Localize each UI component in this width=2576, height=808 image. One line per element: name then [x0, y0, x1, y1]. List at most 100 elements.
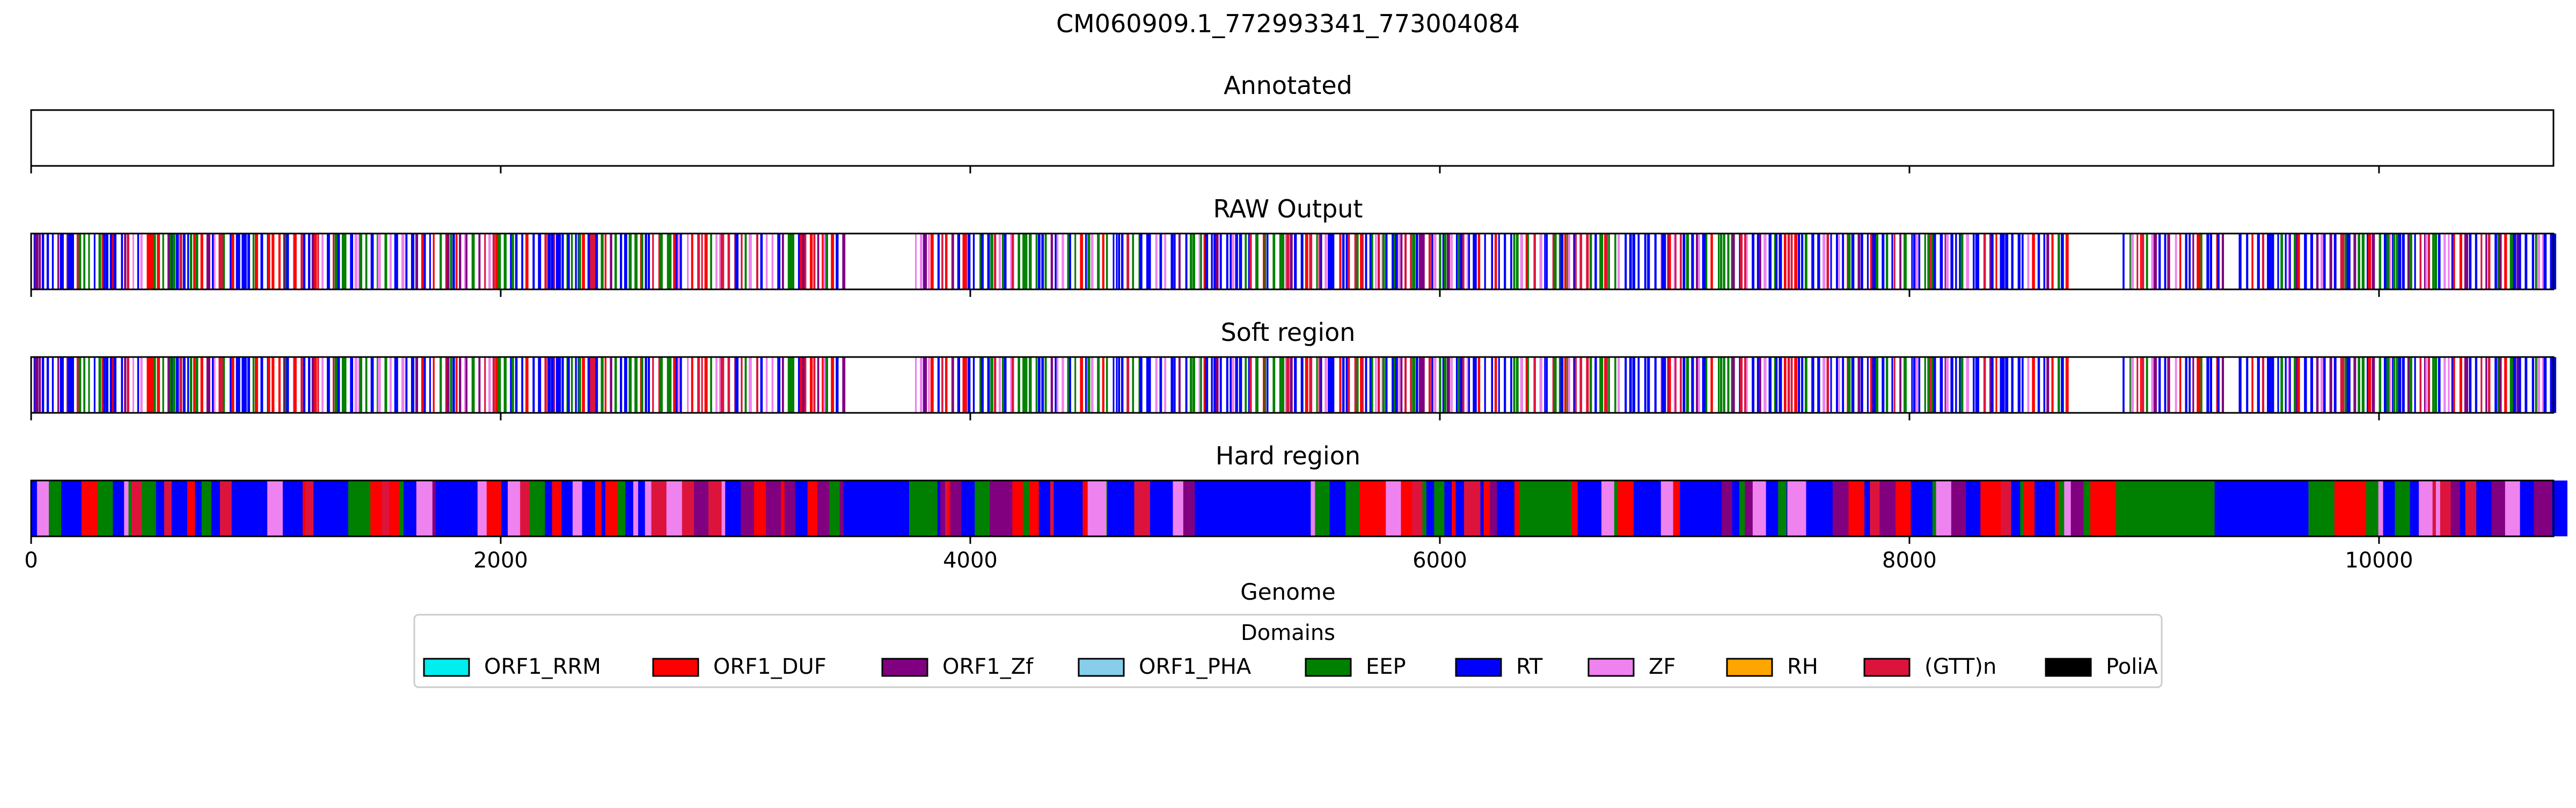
- domain-segment: [2435, 481, 2441, 536]
- domain-segment: [1134, 481, 1151, 536]
- tracks-group: Annotated RAW Output Soft region Hard regio…: [24, 71, 2567, 573]
- domain-segment: [605, 481, 618, 536]
- domain-segment: [295, 481, 303, 536]
- legend-label: EEP: [1366, 654, 1406, 679]
- legend-entry: ORF1_DUF: [652, 654, 826, 679]
- legend-swatch: [1863, 658, 1911, 677]
- track-marks: [33, 357, 2557, 413]
- x-tick-label: 6000: [1413, 548, 1467, 573]
- domain-segment: [1879, 481, 1896, 536]
- domain-segment: [1624, 481, 1634, 536]
- domain-segment: [416, 481, 433, 536]
- domain-segment: [1124, 481, 1128, 536]
- domain-segment: [382, 481, 390, 536]
- domain-segment: [572, 481, 583, 536]
- domain-segment: [164, 481, 172, 536]
- domain-segment: [1006, 481, 1013, 536]
- domain-segment: [2383, 481, 2390, 536]
- legend-label: (GTT)n: [1924, 654, 1996, 679]
- domain-segment: [2520, 481, 2534, 536]
- domain-segment: [1569, 481, 1578, 536]
- domain-segment: [961, 481, 972, 536]
- domain-segment: [2040, 481, 2055, 536]
- legend-swatch: [1305, 658, 1352, 677]
- legend-swatch: [1078, 658, 1125, 677]
- domain-segment: [1480, 481, 1484, 536]
- domain-segment: [1864, 481, 1870, 536]
- domain-segment: [282, 481, 296, 536]
- legend-swatch: [1587, 658, 1635, 677]
- domain-segment: [1577, 481, 1586, 536]
- domain-segment: [1183, 481, 1195, 536]
- legend-frame: [413, 614, 2163, 688]
- track-title: RAW Output: [1213, 194, 1363, 223]
- domain-segment: [666, 481, 683, 536]
- domain-segment: [512, 481, 521, 536]
- domain-segment: [1470, 481, 1477, 536]
- domain-segment: [131, 481, 142, 536]
- domain-segment: [1412, 481, 1423, 536]
- domain-segment: [561, 481, 573, 536]
- domain-segment: [625, 481, 634, 536]
- domain-segment: [2414, 481, 2419, 536]
- domain-segment: [2366, 481, 2379, 536]
- domain-segment: [75, 481, 82, 536]
- domain-segment: [1329, 481, 1343, 536]
- domain-segment: [412, 481, 417, 536]
- domain-segment: [81, 481, 98, 536]
- domain-segment: [651, 481, 667, 536]
- legend-title: Domains: [1241, 621, 1335, 645]
- domain-segment: [591, 481, 596, 536]
- domain-segment: [223, 481, 232, 536]
- domain-segment: [2116, 481, 2215, 536]
- domain-segment: [1586, 481, 1602, 536]
- x-tick-label: 8000: [1882, 548, 1937, 573]
- domain-segment: [645, 481, 652, 536]
- domain-segment: [1345, 481, 1360, 536]
- domain-segment: [1426, 481, 1435, 536]
- domain-segment: [1422, 481, 1427, 536]
- x-tick-label: 2000: [473, 548, 528, 573]
- domain-segment: [486, 481, 502, 536]
- domain-segment: [1038, 481, 1051, 536]
- domain-segment: [843, 481, 910, 536]
- legend-entries: ORF1_RRM ORF1_DUF ORF1_Zf ORF1_PHA EEP RT ZF RH…: [423, 654, 2158, 679]
- domain-segment: [370, 481, 383, 536]
- domain-segment: [442, 481, 449, 536]
- domain-segment: [1787, 481, 1806, 536]
- track-marks: [31, 481, 2567, 536]
- track-title: Soft region: [1221, 318, 1356, 347]
- domain-segment: [1914, 481, 1928, 536]
- domain-segment: [1029, 481, 1040, 536]
- domain-segment: [781, 481, 785, 536]
- domain-segment: [1832, 481, 1849, 536]
- legend: Domains ORF1_RRM ORF1_DUF ORF1_Zf ORF1_PHA E…: [413, 614, 2163, 688]
- domain-segment: [1896, 481, 1912, 536]
- track-marks: [33, 234, 2557, 289]
- domain-segment: [432, 481, 436, 536]
- domain-segment: [1342, 481, 1346, 536]
- legend-swatch: [423, 658, 470, 677]
- domain-segment: [1634, 481, 1648, 536]
- domain-segment: [975, 481, 987, 536]
- domain-segment: [1050, 481, 1054, 536]
- domain-segment: [31, 481, 38, 536]
- legend-entry: RH: [1726, 654, 1818, 679]
- domain-segment: [124, 481, 129, 536]
- domain-segment: [1870, 481, 1880, 536]
- domain-segment: [1012, 481, 1023, 536]
- track-frame: [30, 479, 2555, 537]
- domain-segment: [1464, 481, 1471, 536]
- x-axis-label: Genome: [1240, 579, 1335, 605]
- domain-segment: [1386, 481, 1401, 536]
- domain-segment: [1053, 481, 1067, 536]
- domain-segment: [313, 481, 329, 536]
- domain-segment: [2419, 481, 2433, 536]
- domain-segment: [1766, 481, 1776, 536]
- domain-segment: [61, 481, 76, 536]
- domain-segment: [601, 481, 606, 536]
- domain-segment: [1745, 481, 1753, 536]
- domain-segment: [1437, 481, 1445, 536]
- domain-segment: [990, 481, 1006, 536]
- domain-segment: [256, 481, 268, 536]
